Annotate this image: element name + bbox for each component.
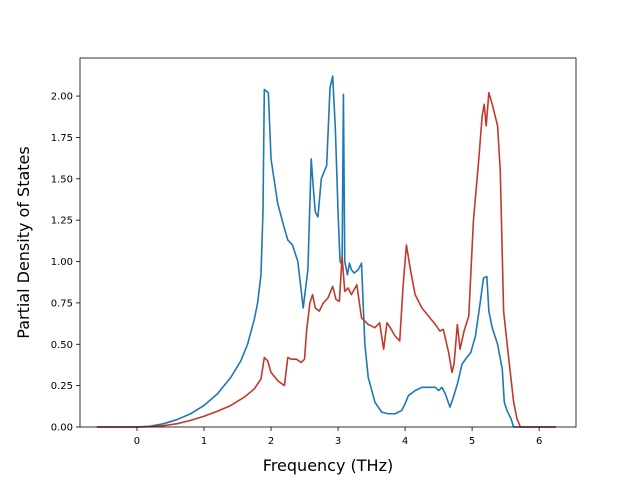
y-tick-label: 0.00 bbox=[51, 423, 73, 434]
y-axis-label: Partial Density of States bbox=[14, 146, 33, 338]
series-line-2 bbox=[96, 91, 556, 428]
x-tick-label: 3 bbox=[335, 436, 341, 447]
plot-frame bbox=[79, 57, 577, 428]
y-tick-label: 0.75 bbox=[51, 298, 73, 309]
y-tick-label: 1.00 bbox=[51, 257, 73, 268]
y-tick-label: 1.75 bbox=[51, 133, 73, 144]
x-tick-label: 2 bbox=[268, 436, 274, 447]
y-axis: 0.00 0.25 0.50 0.75 1.00 1.25 1.50 1.75 2.00 bbox=[51, 92, 80, 434]
y-tick-label: 1.25 bbox=[51, 216, 73, 227]
series-layer bbox=[96, 75, 556, 428]
x-tick-label: 1 bbox=[201, 436, 207, 447]
x-axis-label: Frequency (THz) bbox=[263, 456, 393, 475]
x-tick-label: 0 bbox=[134, 436, 140, 447]
series-line-1 bbox=[96, 75, 556, 428]
y-tick-label: 0.25 bbox=[51, 381, 73, 392]
x-axis: 0 1 2 3 4 5 6 bbox=[134, 427, 542, 447]
x-tick-label: 5 bbox=[469, 436, 475, 447]
x-tick-label: 4 bbox=[402, 436, 408, 447]
y-tick-label: 0.50 bbox=[51, 340, 73, 351]
y-tick-label: 1.50 bbox=[51, 174, 73, 185]
y-tick-label: 2.00 bbox=[51, 92, 73, 103]
x-tick-label: 6 bbox=[536, 436, 542, 447]
